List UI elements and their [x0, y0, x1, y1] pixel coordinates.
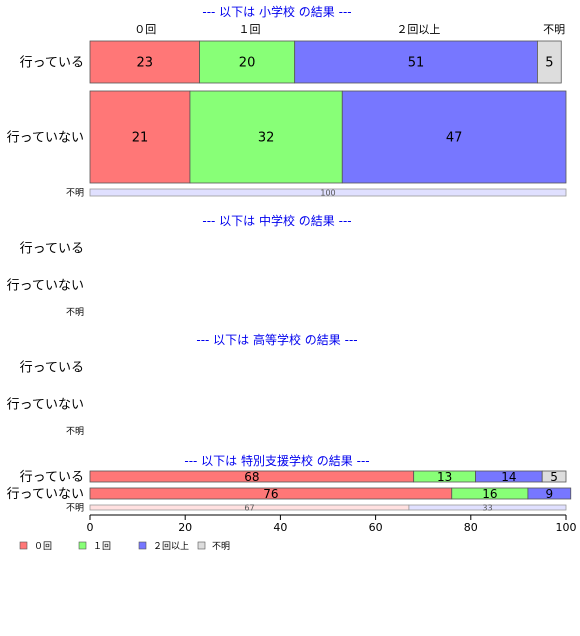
bar-value-label-3-1-2: 9 — [546, 487, 554, 501]
row-label-0-2: 不明 — [66, 188, 84, 199]
group-title-3: --- 以下は 特別支援学校 の結果 --- — [184, 453, 369, 468]
bar-segment-3-1-2 — [527, 487, 572, 500]
x-tick-label-5: 100 — [556, 521, 577, 534]
bar-value-label-3-1-0: 76 — [263, 487, 278, 501]
legend-swatch-0 — [19, 541, 28, 550]
legend-label-0: ０回 — [34, 541, 52, 552]
bar-value-label-0-0-1: 20 — [239, 56, 256, 71]
row-label-2-1: 行っていない — [7, 398, 84, 413]
bar-segment-0-0-0 — [89, 40, 200, 84]
row-label-2-0: 行っている — [20, 361, 84, 376]
bar-value-label-0-1-1: 32 — [258, 131, 275, 146]
bar-value-label-3-0-3: 5 — [550, 470, 558, 484]
bar-value-label-3-0-0: 68 — [244, 470, 259, 484]
row-label-1-0: 行っている — [20, 242, 84, 257]
bar-segment-3-0-3 — [541, 470, 567, 483]
x-tick-label-4: 80 — [464, 521, 478, 534]
legend-label-3: 不明 — [212, 541, 230, 552]
x-tick-label-3: 60 — [369, 521, 383, 534]
top-category-label-3: 不明 — [543, 23, 565, 36]
bar-value-label-0-1-0: 21 — [132, 131, 149, 146]
bar-value-label-0-0-2: 51 — [408, 56, 425, 71]
group-title-0: --- 以下は 小学校 の結果 --- — [202, 4, 351, 19]
group-title-2: --- 以下は 高等学校 の結果 --- — [196, 332, 357, 347]
bar-value-label-0-1-2: 47 — [446, 131, 463, 146]
row-label-1-2: 不明 — [66, 307, 84, 318]
bar-value-label-3-0-1: 13 — [437, 470, 452, 484]
row-label-3-0: 行っている — [20, 470, 84, 485]
bar-segment-0-1-2 — [341, 90, 567, 184]
bar-segment-0-1-0 — [89, 90, 191, 184]
bar-value-label-3-1-1: 16 — [482, 487, 497, 501]
bar-segment-0-0-3 — [537, 40, 562, 84]
row-label-3-1: 行っていない — [7, 487, 84, 502]
bar-segment-0-2-2 — [89, 188, 567, 197]
row-label-0-0: 行っている — [20, 56, 84, 71]
legend-swatch-2 — [138, 541, 147, 550]
row-label-3-2: 不明 — [66, 503, 84, 514]
bar-segment-0-0-2 — [294, 40, 538, 84]
x-tick-label-2: 40 — [273, 521, 287, 534]
bar-segment-3-2-2 — [408, 504, 567, 511]
bar-value-label-3-2-0: 67 — [244, 503, 254, 512]
legend-label-1: １回 — [93, 541, 111, 552]
legend-swatch-3 — [197, 541, 206, 550]
group-title-1: --- 以下は 中学校 の結果 --- — [202, 213, 351, 228]
plot-area: ０回 １回 ２回以上 不明--- 以下は 小学校 の結果 ---行っている 23 20 51… — [7, 4, 577, 552]
bar-value-label-0-0-3: 5 — [545, 56, 553, 71]
legend-label-2: ２回以上 — [153, 541, 189, 552]
legend-swatch-1 — [78, 541, 87, 550]
bar-value-label-0-0-0: 23 — [136, 56, 153, 71]
row-label-1-1: 行っていない — [7, 279, 84, 294]
row-label-0-1: 行っていない — [7, 131, 84, 146]
x-tick-label-1: 20 — [178, 521, 192, 534]
top-category-label-0: ０回 — [134, 23, 156, 36]
x-tick-label-0: 0 — [87, 521, 94, 534]
bar-segment-0-0-1 — [199, 40, 296, 84]
top-category-label-2: ２回以上 — [396, 23, 440, 36]
top-category-label-1: １回 — [238, 23, 260, 36]
bar-value-label-0-2-2: 100 — [320, 188, 335, 197]
bar-segment-0-1-1 — [189, 90, 343, 184]
bar-value-label-3-0-2: 14 — [501, 470, 516, 484]
bar-value-label-3-2-2: 33 — [482, 503, 492, 512]
row-label-2-2: 不明 — [66, 426, 84, 437]
